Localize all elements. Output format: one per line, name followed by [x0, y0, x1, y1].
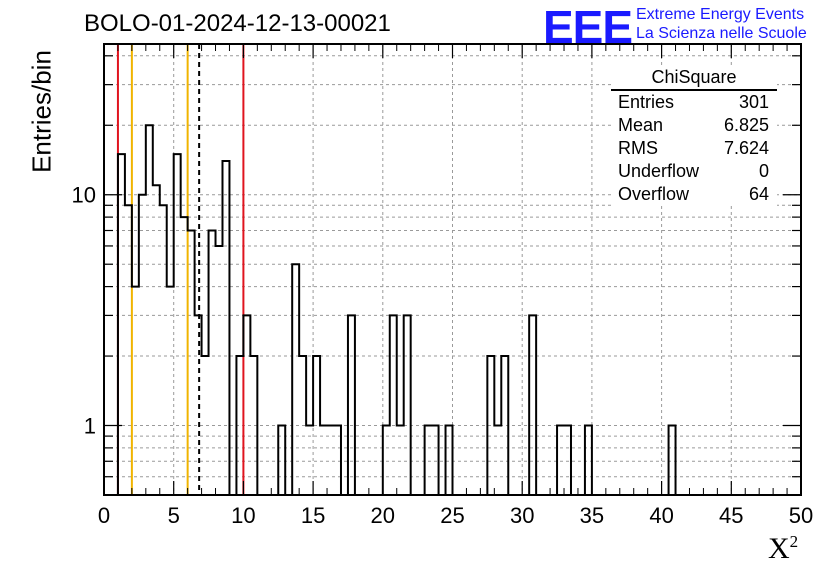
logo-line-1: Extreme Energy Events	[636, 6, 805, 23]
axis-tick-labels: 0 5 10 15 20 25 30 35 40 45 50 1 10	[72, 183, 814, 528]
x-tick-label: 25	[440, 503, 464, 528]
stats-value: 301	[738, 92, 769, 112]
stats-value: 6.825	[723, 115, 769, 135]
y-tick-label: 10	[72, 183, 96, 208]
stats-row-overflow: Overflow 64	[611, 183, 777, 206]
x-tick-label: 10	[231, 503, 255, 528]
x-tick-label: 40	[649, 503, 673, 528]
stats-label: RMS	[618, 138, 658, 158]
x-axis-label-base: X	[768, 532, 790, 565]
histogram-step-line	[104, 124, 801, 496]
x-tick-label: 0	[98, 503, 110, 528]
logo-line-2: La Scienza nelle Scuole	[636, 25, 807, 42]
x-axis-label: X2	[768, 532, 798, 566]
stats-label: Mean	[618, 115, 664, 135]
y-axis-label: Entries/bin	[26, 50, 57, 173]
x-tick-label: 15	[301, 503, 325, 528]
stats-value: 64	[748, 184, 769, 204]
reference-lines	[116, 44, 245, 495]
stats-row-underflow: Underflow 0	[611, 160, 777, 183]
stats-row-mean: Mean 6.825	[611, 114, 777, 137]
x-tick-label: 50	[789, 503, 813, 528]
x-tick-label: 5	[168, 503, 180, 528]
eee-logo-mark: EEE	[543, 1, 633, 53]
stats-value: 0	[758, 161, 769, 181]
stats-row-rms: RMS 7.624	[611, 137, 777, 160]
stats-label: Overflow	[618, 184, 690, 204]
plot-frame	[103, 43, 802, 496]
stats-title: ChiSquare	[611, 67, 777, 91]
x-tick-label: 30	[510, 503, 534, 528]
stats-label: Underflow	[618, 161, 700, 181]
stats-label: Entries	[618, 92, 675, 112]
y-tick-label: 1	[84, 414, 96, 439]
plot-title: BOLO-01-2024-12-13-00021	[84, 10, 391, 37]
x-tick-label: 20	[371, 503, 395, 528]
stats-row-entries: Entries 301	[611, 91, 777, 114]
x-tick-label: 35	[580, 503, 604, 528]
x-axis-label-superscript: 2	[789, 532, 799, 551]
stats-box: ChiSquare Entries 301 Mean 6.825 RMS 7.624 …	[611, 67, 777, 206]
stats-value: 7.624	[723, 138, 769, 158]
x-tick-label: 45	[719, 503, 743, 528]
